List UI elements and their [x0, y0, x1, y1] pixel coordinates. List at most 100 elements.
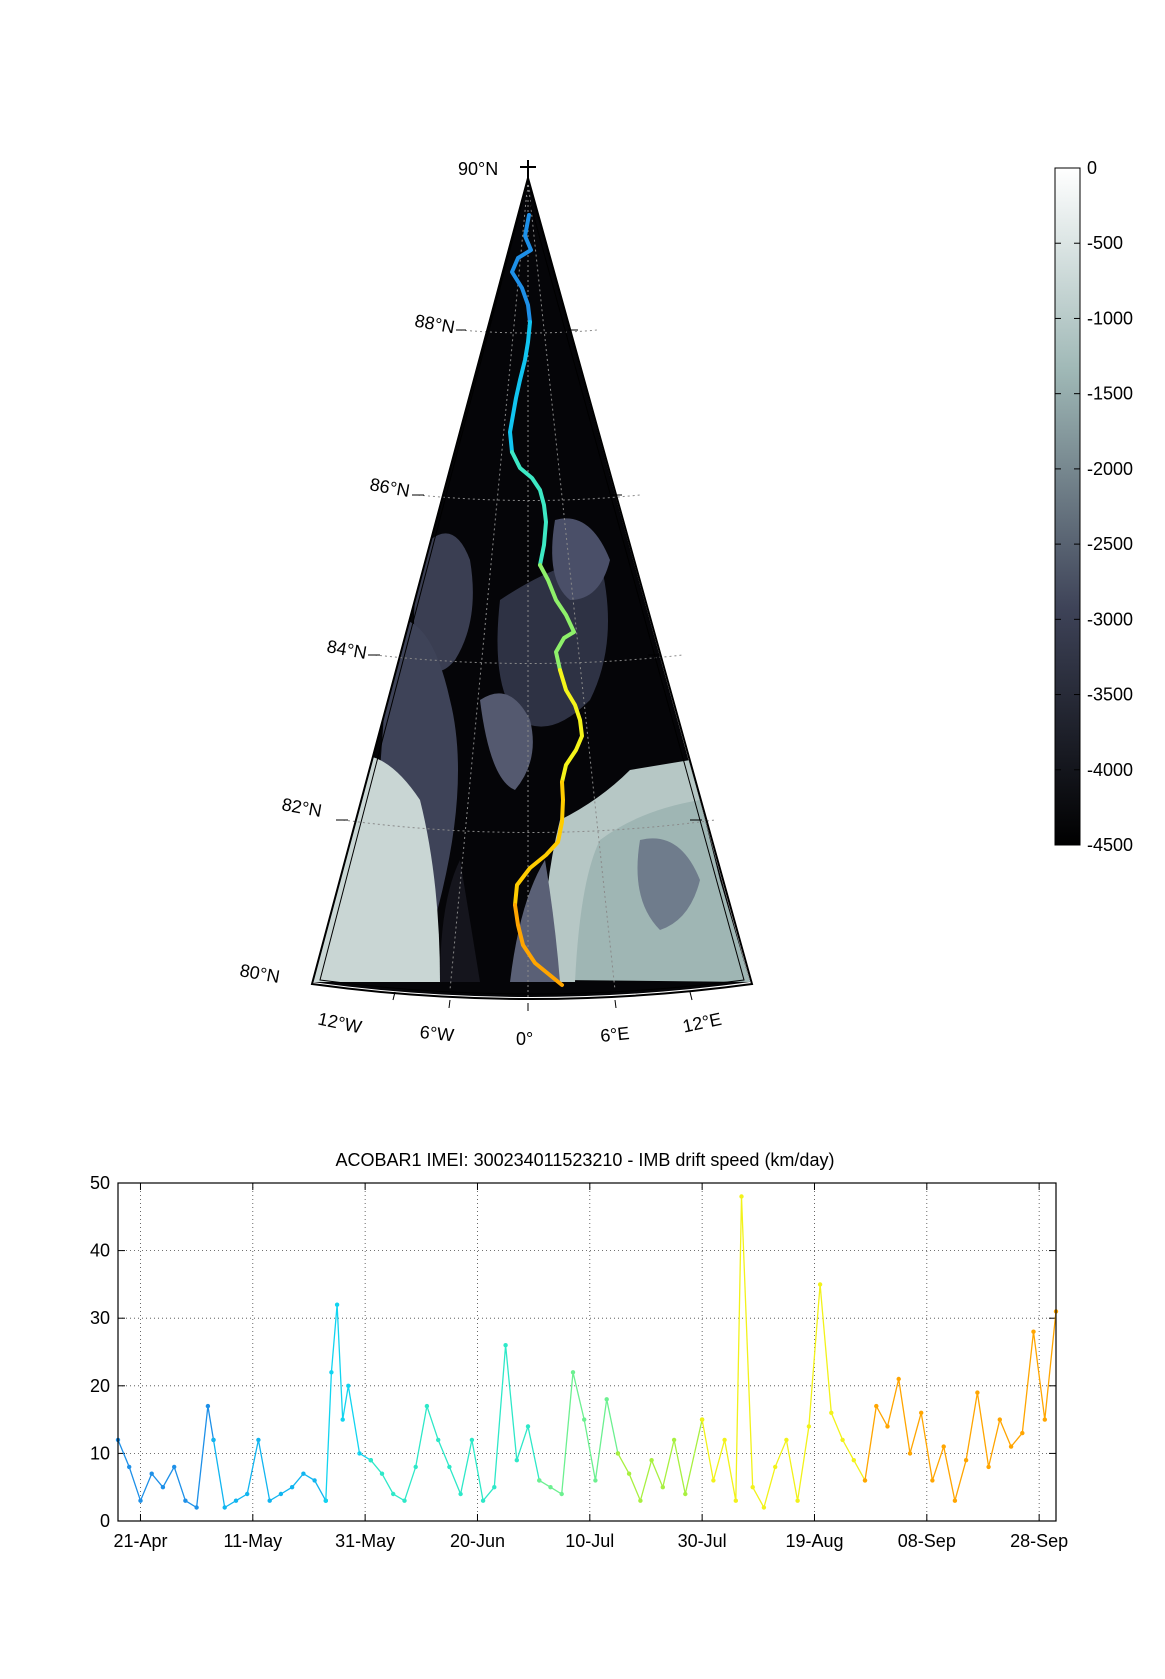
- colorbar-tick-label: 0: [1087, 158, 1097, 178]
- y-tick-label: 50: [90, 1173, 110, 1193]
- data-point: [492, 1485, 497, 1490]
- data-point: [874, 1403, 879, 1409]
- x-tick-labels: 21-Apr 11-May 31-May 20-Jun 10-Jul 30-Jul 19-A…: [113, 1531, 1068, 1551]
- colorbar-tick-label: -1500: [1087, 384, 1133, 404]
- x-tick-label: 08-Sep: [898, 1531, 956, 1551]
- data-point: [952, 1498, 958, 1503]
- data-point: [402, 1498, 407, 1503]
- data-point: [784, 1437, 789, 1443]
- data-point: [233, 1498, 239, 1503]
- longitude-labels: 12°W 6°W 0° 6°E 12°E: [316, 1009, 723, 1049]
- x-tick-label: 30-Jul: [678, 1531, 727, 1551]
- data-point: [941, 1444, 946, 1449]
- y-tick-label: 0: [100, 1511, 110, 1531]
- data-point: [256, 1437, 261, 1443]
- colorbar-tick-label: -2500: [1087, 534, 1133, 554]
- data-point: [593, 1478, 598, 1483]
- data-point: [183, 1498, 188, 1503]
- y-tick-label: 40: [90, 1241, 110, 1261]
- y-tick-labels: 0 10 20 30 40 50: [90, 1173, 110, 1531]
- data-point: [245, 1491, 250, 1497]
- data-point: [907, 1451, 913, 1456]
- colorbar-ticks: 0 -500 -1000 -1500 -2000 -2500 -3000 -3500 -4000…: [1055, 158, 1133, 855]
- colorbar-tick-label: -3000: [1087, 609, 1133, 629]
- data-point: [172, 1464, 177, 1470]
- data-point: [986, 1464, 991, 1470]
- data-point: [514, 1458, 519, 1463]
- data-point: [160, 1485, 166, 1490]
- chart-axes-box: [117, 1182, 1057, 1522]
- data-point: [436, 1437, 441, 1443]
- data-point: [829, 1410, 834, 1416]
- speed-chart: ACOBAR1 IMEI: 300234011523210 - IMB drif…: [90, 1150, 1068, 1551]
- lat-label-84: 84°N: [325, 636, 368, 663]
- series-line: [864, 1311, 1057, 1501]
- data-point: [722, 1437, 727, 1443]
- data-point: [1042, 1417, 1048, 1422]
- x-tick-label: 31-May: [335, 1531, 395, 1551]
- lat-label-86: 86°N: [368, 474, 411, 501]
- data-point: [733, 1498, 738, 1503]
- chart-grid: [118, 1182, 1056, 1522]
- bathymetry: [312, 180, 750, 997]
- colorbar-tick-label: -500: [1087, 233, 1123, 253]
- data-point: [503, 1343, 508, 1348]
- colorbar-tick-label: -4500: [1087, 835, 1133, 855]
- colorbar-scale: [1054, 167, 1081, 846]
- lon-label-12e: 12°E: [681, 1009, 724, 1037]
- data-point: [997, 1417, 1002, 1422]
- x-tick-label: 19-Aug: [785, 1531, 843, 1551]
- data-point: [626, 1471, 632, 1476]
- series-line: [701, 1196, 866, 1510]
- lat-label-80: 80°N: [238, 960, 281, 987]
- data-point: [840, 1437, 845, 1443]
- data-point: [340, 1417, 345, 1422]
- lat-label-82: 82°N: [280, 794, 323, 821]
- data-point: [391, 1491, 396, 1497]
- data-point: [671, 1437, 677, 1443]
- colorbar-tick-label: -2000: [1087, 459, 1133, 479]
- data-point: [357, 1451, 362, 1456]
- data-point: [346, 1383, 351, 1389]
- data-point: [329, 1370, 334, 1375]
- data-point: [548, 1485, 553, 1490]
- colorbar-tick-label: -1000: [1087, 308, 1133, 328]
- data-point: [711, 1478, 716, 1483]
- map-frame: [310, 160, 754, 1011]
- chart-title: ACOBAR1 IMEI: 300234011523210 - IMB drif…: [336, 1150, 835, 1170]
- data-point: [660, 1485, 665, 1490]
- data-point: [424, 1403, 430, 1409]
- data-point: [750, 1485, 755, 1490]
- data-point: [649, 1458, 654, 1463]
- data-point: [795, 1498, 800, 1503]
- data-point: [604, 1397, 609, 1402]
- data-point: [862, 1478, 868, 1483]
- track-segment: [513, 903, 564, 987]
- x-tick-label: 28-Sep: [1010, 1531, 1068, 1551]
- data-point: [205, 1403, 211, 1409]
- colorbar: 0 -500 -1000 -1500 -2000 -2500 -3000 -3500 -4000…: [1054, 158, 1133, 855]
- data-point: [919, 1410, 924, 1416]
- y-tick-label: 30: [90, 1308, 110, 1328]
- y-tick-label: 10: [90, 1443, 110, 1463]
- series-line: [617, 1419, 703, 1503]
- data-point: [301, 1471, 306, 1476]
- data-point: [570, 1370, 576, 1375]
- series-line: [212, 1439, 327, 1509]
- data-point: [525, 1424, 531, 1429]
- data-point: [127, 1464, 132, 1470]
- track-segment: [513, 780, 565, 907]
- data-point: [885, 1424, 890, 1429]
- data-point: [1008, 1444, 1014, 1449]
- x-tick-label: 21-Apr: [113, 1531, 167, 1551]
- data-point: [149, 1471, 154, 1476]
- data-point: [806, 1424, 812, 1429]
- series-line: [370, 1345, 540, 1503]
- data-point: [312, 1478, 317, 1483]
- data-point: [851, 1458, 856, 1463]
- data-point: [211, 1437, 216, 1443]
- data-point: [379, 1471, 385, 1476]
- track-segment: [510, 213, 533, 324]
- lon-label-0: 0°: [516, 1029, 533, 1049]
